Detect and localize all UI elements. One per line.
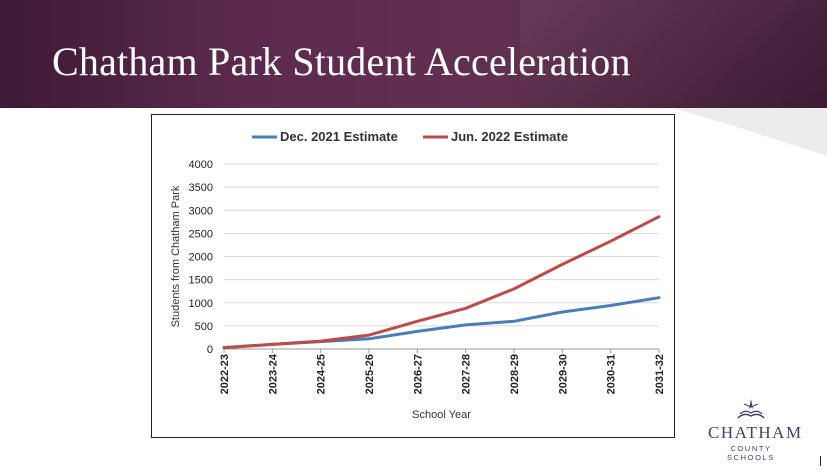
title-banner: [0, 0, 827, 108]
y-tick-label: 2500: [189, 228, 213, 240]
y-tick-label: 0: [207, 344, 213, 356]
legend-label: Jun. 2022 Estimate: [451, 129, 568, 144]
chart-frame: Dec. 2021 Estimate Jun. 2022 Estimate 0 50…: [151, 114, 675, 438]
y-tick-label: 1000: [189, 298, 213, 310]
x-tick-label: 2027-28: [461, 354, 473, 394]
x-tick-label: 2028-29: [509, 354, 521, 394]
y-tick-label: 4000: [189, 159, 213, 171]
slide-title: Chatham Park Student Acceleration: [52, 39, 631, 84]
cursor-mark: [820, 456, 821, 466]
x-tick-label: 2025-26: [364, 354, 376, 394]
line-chart: Dec. 2021 Estimate Jun. 2022 Estimate 0 50…: [170, 129, 666, 421]
y-tick-label: 3000: [189, 205, 213, 217]
district-logo: CHATHAM COUNTY SCHOOLS: [708, 392, 820, 462]
x-axis-label: School Year: [412, 409, 471, 421]
banner-shade: [520, 0, 827, 108]
x-axis-ticks: 2022-23 2023-24 2024-25 2025-26 2026-27 2027-…: [219, 349, 666, 394]
x-tick-label: 2030-31: [606, 354, 618, 394]
x-tick-label: 2022-23: [219, 354, 231, 394]
chart-series: [222, 215, 661, 350]
legend-label: Dec. 2021 Estimate: [280, 129, 398, 144]
decorative-shape: [672, 108, 827, 156]
y-tick-label: 500: [195, 321, 213, 333]
x-tick-label: 2026-27: [412, 354, 424, 394]
book-compass-icon: [737, 399, 765, 419]
x-tick-label: 2031-32: [654, 354, 666, 394]
x-tick-label: 2023-24: [267, 353, 279, 394]
y-tick-label: 1500: [189, 275, 213, 287]
y-tick-label: 3500: [189, 182, 213, 194]
y-tick-label: 2000: [189, 252, 213, 264]
logo-subtitle: COUNTY SCHOOLS: [727, 444, 775, 462]
y-axis-ticks: 0 500 1000 1500 2000 2500 3000 3500 4000: [189, 159, 213, 356]
logo-name: CHATHAM: [708, 423, 803, 442]
chart-grid: [224, 163, 659, 350]
chart-legend: Dec. 2021 Estimate Jun. 2022 Estimate: [252, 129, 568, 144]
x-tick-label: 2024-25: [316, 354, 328, 394]
y-axis-label: Students from Chatham Park: [170, 185, 182, 327]
series-line-dec-2021: [222, 296, 661, 350]
x-tick-label: 2029-30: [557, 354, 569, 394]
series-line-jun-2022: [222, 215, 661, 350]
